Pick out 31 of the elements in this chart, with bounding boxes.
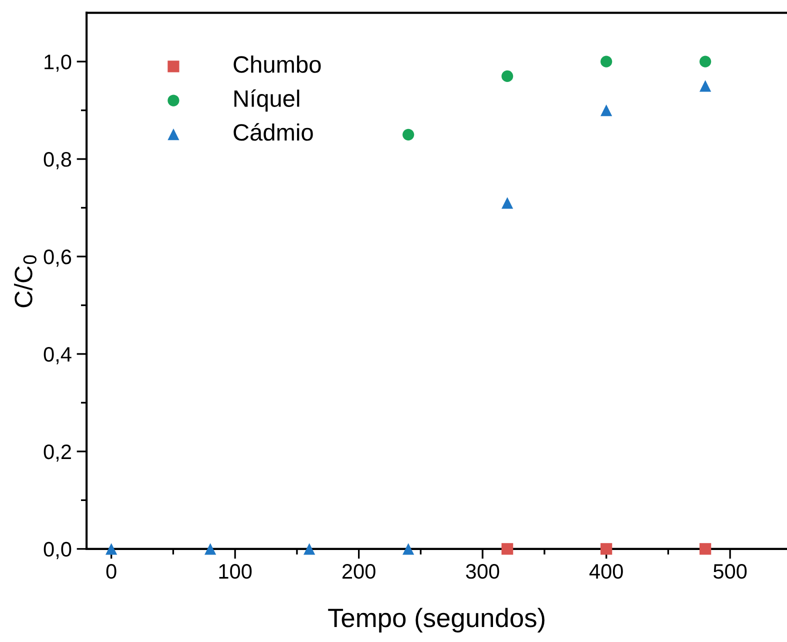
point bbox=[304, 543, 316, 555]
point bbox=[402, 543, 414, 555]
x-tick-label: 200 bbox=[342, 564, 376, 579]
y-tick-label: 0,2 bbox=[44, 444, 71, 462]
y-tick-label: 0,8 bbox=[44, 152, 72, 170]
point bbox=[204, 543, 216, 555]
point bbox=[600, 543, 612, 555]
point bbox=[700, 80, 712, 92]
y-tick-label: 0,4 bbox=[44, 346, 72, 364]
point bbox=[502, 70, 514, 82]
y-tick-label: 0,0 bbox=[44, 542, 72, 560]
x-tick-label: 100 bbox=[219, 564, 252, 579]
legend-label: Chumbo bbox=[234, 56, 321, 73]
point bbox=[600, 104, 612, 116]
y-tick-label: 0,6 bbox=[44, 250, 72, 267]
legend-label: Cádmio bbox=[234, 123, 313, 141]
point bbox=[502, 197, 514, 209]
x-tick-label: 0 bbox=[106, 564, 116, 579]
x-tick-label: 500 bbox=[714, 564, 747, 579]
legend-label: Níquel bbox=[234, 89, 300, 112]
point bbox=[600, 56, 612, 68]
x-tick-label: 300 bbox=[466, 564, 500, 579]
y-tick-label: 1,0 bbox=[44, 54, 72, 72]
point bbox=[700, 56, 712, 68]
point bbox=[502, 543, 514, 555]
x-tick-label: 400 bbox=[589, 564, 623, 579]
y-axis-title: C/C$_{0}$ bbox=[14, 255, 37, 308]
point bbox=[700, 543, 712, 555]
point bbox=[106, 543, 118, 555]
x-axis-title: Tempo (segundos) bbox=[328, 608, 544, 633]
point bbox=[402, 128, 414, 140]
